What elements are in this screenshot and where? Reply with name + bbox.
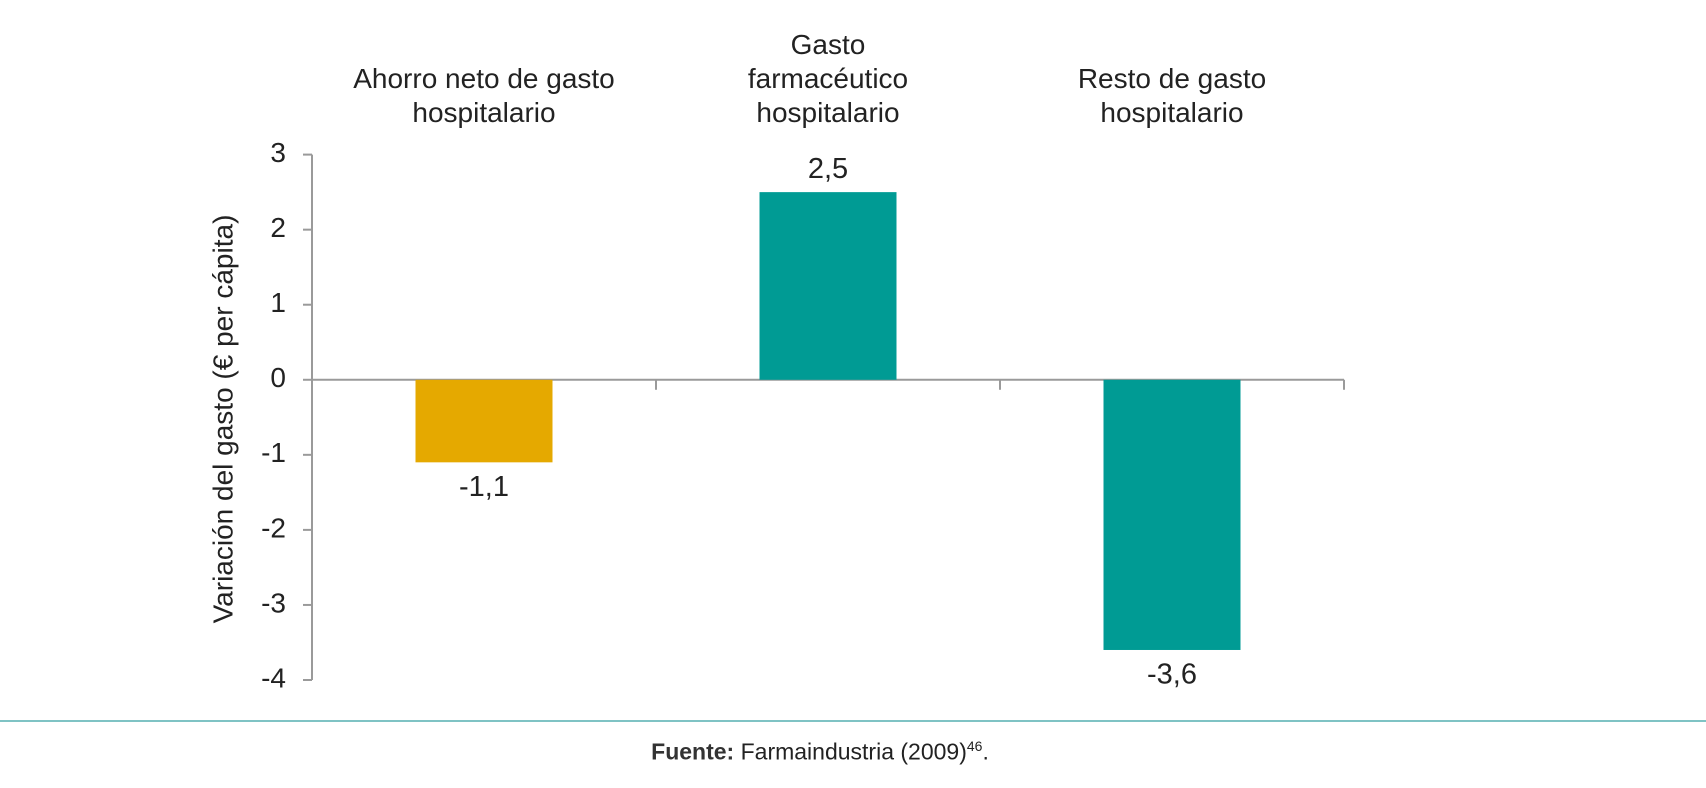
source-text: Farmaindustria (2009) <box>740 738 967 765</box>
y-tick-label: 0 <box>270 362 286 393</box>
source-end: . <box>982 738 989 765</box>
y-tick-label: 2 <box>270 212 286 243</box>
category-label: Gasto farmacéutico hospitalario <box>747 29 909 128</box>
value-label: -1,1 <box>459 471 509 503</box>
y-tick-label: -2 <box>261 512 286 543</box>
bar <box>415 379 553 463</box>
source-ref: 46 <box>966 738 983 754</box>
category-label: Ahorro neto de gasto hospitalario <box>353 63 615 128</box>
value-label: -3,6 <box>1147 659 1197 691</box>
y-tick-label: -4 <box>261 662 286 693</box>
value-label: 2,5 <box>808 153 848 185</box>
y-tick-label: -3 <box>261 587 286 618</box>
source-label: Fuente: <box>651 738 735 765</box>
category-label: Resto de gasto hospitalario <box>1077 63 1267 128</box>
y-tick-label: -1 <box>261 437 286 468</box>
source-note: Fuente: Farmaindustria (2009)46. <box>0 738 1640 766</box>
bar <box>1103 379 1241 650</box>
y-tick-label: 3 <box>270 137 286 168</box>
y-axis-label: Variación del gasto (€ per cápita) <box>207 215 238 624</box>
y-tick-label: 1 <box>270 287 286 318</box>
bar <box>759 192 897 380</box>
